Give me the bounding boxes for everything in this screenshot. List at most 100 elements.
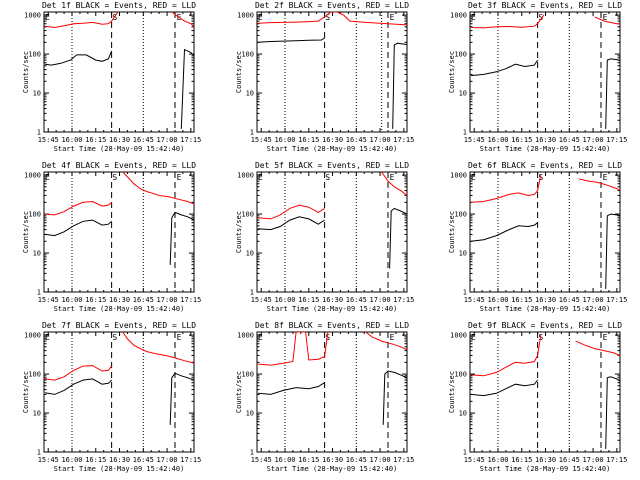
x-tick-label: 16:30 xyxy=(322,456,343,464)
x-tick-label: 16:30 xyxy=(109,136,130,144)
y-tick-label: 10 xyxy=(33,410,41,418)
x-tick-label: 16:45 xyxy=(346,456,367,464)
y-tick-label: 10 xyxy=(246,90,254,98)
plot-frame xyxy=(256,171,408,293)
marker-letter: E xyxy=(471,13,476,22)
y-tick-label: 1000 xyxy=(237,12,254,20)
x-tick-label: 16:45 xyxy=(559,296,580,304)
x-tick-label: 15:45 xyxy=(464,296,485,304)
x-tick-label: 16:15 xyxy=(85,456,106,464)
lld-series-line xyxy=(471,335,542,377)
marker-letter: E xyxy=(390,13,395,22)
y-tick-label: 1 xyxy=(463,449,467,457)
x-tick-label: 16:30 xyxy=(535,296,556,304)
lld-series-line xyxy=(258,332,329,366)
lld-series-line xyxy=(122,172,194,205)
x-tick-label: 16:15 xyxy=(511,136,532,144)
panel-title: Det 8f BLACK = Events, RED = LLD xyxy=(255,321,409,330)
events-series-line xyxy=(169,211,194,265)
x-tick-label: 15:45 xyxy=(251,296,272,304)
marker-letter: E xyxy=(45,13,50,22)
events-series-line xyxy=(45,50,113,66)
x-tick-label: 16:45 xyxy=(133,456,154,464)
x-axis-label: Start Time (28-May-09 15:42:40) xyxy=(267,305,398,313)
x-tick-label: 16:15 xyxy=(298,296,319,304)
y-tick-label: 1000 xyxy=(450,172,467,180)
y-tick-label: 1000 xyxy=(450,12,467,20)
x-tick-label: 15:45 xyxy=(251,136,272,144)
marker-letter: E xyxy=(177,173,182,182)
events-series-line xyxy=(471,379,538,397)
marker-letter: E xyxy=(258,173,263,182)
x-tick-label: 16:45 xyxy=(133,136,154,144)
x-tick-label: 15:45 xyxy=(38,456,59,464)
y-tick-label: 1 xyxy=(37,129,41,137)
panel-title: Det 5f BLACK = Events, RED = LLD xyxy=(255,161,409,170)
x-tick-label: 17:00 xyxy=(583,296,604,304)
y-tick-label: 1000 xyxy=(24,172,41,180)
marker-letter: E xyxy=(471,173,476,182)
events-series-line xyxy=(169,372,194,425)
y-tick-label: 10 xyxy=(459,250,467,258)
events-series-line xyxy=(605,376,620,449)
x-axis-label: Start Time (28-May-09 15:42:40) xyxy=(54,305,185,313)
panel-title: Det 3f BLACK = Events, RED = LLD xyxy=(468,1,622,10)
marker-letter: S xyxy=(112,13,117,22)
x-tick-label: 15:45 xyxy=(38,136,59,144)
lld-series-line xyxy=(45,200,112,216)
x-tick-label: 16:00 xyxy=(274,296,295,304)
y-tick-label: 1 xyxy=(463,129,467,137)
y-tick-label: 100 xyxy=(454,371,467,379)
x-tick-label: 16:30 xyxy=(109,296,130,304)
lld-series-line xyxy=(45,12,119,29)
y-tick-label: 1000 xyxy=(237,172,254,180)
x-tick-label: 16:15 xyxy=(511,296,532,304)
lld-series-line xyxy=(365,332,407,351)
marker-letter: S xyxy=(325,173,330,182)
y-axis-label: Counts/sec xyxy=(448,371,456,413)
x-axis-label: Start Time (28-May-09 15:42:40) xyxy=(267,145,398,153)
plot-frame xyxy=(469,171,621,293)
x-tick-label: 16:00 xyxy=(61,456,82,464)
x-axis-label: Start Time (28-May-09 15:42:40) xyxy=(480,305,611,313)
x-tick-label: 17:00 xyxy=(157,136,178,144)
y-axis-label: Counts/sec xyxy=(235,211,243,253)
x-tick-label: 17:15 xyxy=(606,136,627,144)
x-tick-label: 15:45 xyxy=(251,456,272,464)
events-series-line xyxy=(605,58,620,129)
y-tick-label: 100 xyxy=(28,51,41,59)
plot-frame xyxy=(256,11,408,133)
marker-letter: S xyxy=(538,13,543,22)
x-tick-label: 16:45 xyxy=(559,136,580,144)
y-tick-label: 100 xyxy=(454,211,467,219)
lld-series-line xyxy=(122,332,194,364)
x-tick-label: 17:00 xyxy=(583,456,604,464)
x-tick-label: 16:00 xyxy=(274,136,295,144)
y-tick-label: 1 xyxy=(250,289,254,297)
y-tick-label: 100 xyxy=(241,371,254,379)
x-tick-label: 16:00 xyxy=(487,296,508,304)
events-series-line xyxy=(258,37,325,43)
x-tick-label: 16:00 xyxy=(274,456,295,464)
y-tick-label: 100 xyxy=(241,211,254,219)
panel-title: Det 6f BLACK = Events, RED = LLD xyxy=(468,161,622,170)
x-tick-label: 17:00 xyxy=(157,456,178,464)
x-tick-label: 17:00 xyxy=(370,296,391,304)
y-axis-label: Counts/sec xyxy=(22,51,30,93)
events-series-line xyxy=(258,382,325,395)
marker-letter: S xyxy=(538,173,543,182)
plot-frame xyxy=(43,11,195,133)
x-tick-label: 16:30 xyxy=(322,136,343,144)
y-axis-label: Counts/sec xyxy=(22,211,30,253)
x-tick-label: 17:00 xyxy=(583,136,604,144)
lld-series-line xyxy=(45,365,112,381)
marker-letter: E xyxy=(390,333,395,342)
y-tick-label: 10 xyxy=(246,250,254,258)
panel-title: Det 2f BLACK = Events, RED = LLD xyxy=(255,1,409,10)
x-axis-label: Start Time (28-May-09 15:42:40) xyxy=(480,145,611,153)
